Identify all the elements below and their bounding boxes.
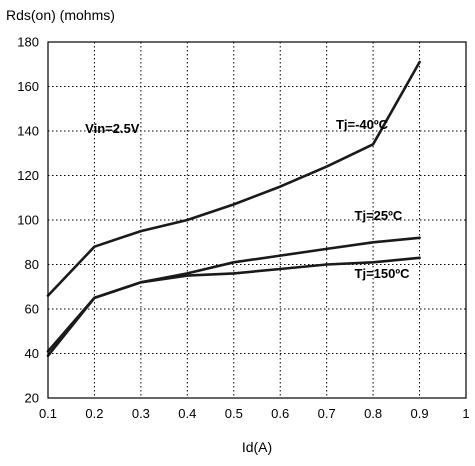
y-axis-title: Rds(on) (mohms) <box>6 7 115 23</box>
plot-frame <box>47 41 467 399</box>
y-tick-label: 160 <box>17 79 39 94</box>
y-tick-labels: 20 40 60 80 100 120 140 160 180 <box>17 35 39 406</box>
annotation-label-3: Tj=25ºC <box>355 208 403 223</box>
y-tick-label: 40 <box>25 346 39 361</box>
annotations: Vin=2.5V Tj=-40ºC Tj=25ºC Tj=150ºC <box>85 117 410 281</box>
x-axis-title: Id(A) <box>242 439 272 455</box>
x-tick-label: 0.8 <box>364 406 382 421</box>
x-tick-label: 0.3 <box>132 406 150 421</box>
x-tick-label: 0.4 <box>178 406 196 421</box>
annotation-label-2: Tj=-40ºC <box>336 117 389 132</box>
x-tick-label: 0.2 <box>85 406 103 421</box>
y-tick-label: 20 <box>25 391 39 406</box>
annotation-label-4: Tj=150ºC <box>355 266 411 281</box>
series-lines <box>46 60 421 358</box>
y-tick-label: 180 <box>17 35 39 50</box>
x-tick-label: 1 <box>462 406 469 421</box>
x-tick-label: 0.7 <box>318 406 336 421</box>
grid-lines <box>48 42 466 398</box>
x-tick-label: 0.6 <box>271 406 289 421</box>
x-tick-label: 0.1 <box>39 406 57 421</box>
y-tick-label: 80 <box>25 257 39 272</box>
x-tick-labels: 0.1 0.2 0.3 0.4 0.5 0.6 0.7 0.8 0.9 1 <box>39 406 470 421</box>
plot-border <box>47 41 467 399</box>
y-tick-label: 60 <box>25 302 39 317</box>
series-line-3 <box>46 256 421 358</box>
y-tick-label: 100 <box>17 213 39 228</box>
y-tick-label: 120 <box>17 168 39 183</box>
series-line-1 <box>46 60 421 297</box>
y-tick-label: 140 <box>17 124 39 139</box>
annotation-label-1: Vin=2.5V <box>85 121 140 136</box>
x-tick-label: 0.5 <box>225 406 243 421</box>
x-tick-label: 0.9 <box>411 406 429 421</box>
